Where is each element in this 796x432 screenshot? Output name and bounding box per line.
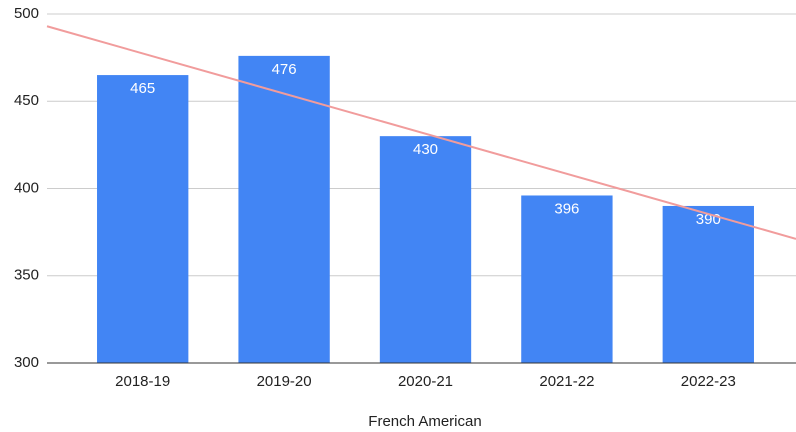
- y-tick-label: 300: [14, 354, 39, 371]
- bar: [662, 205, 754, 363]
- value-label: 476: [272, 61, 297, 78]
- x-tick-label: 2021-22: [539, 373, 594, 390]
- x-tick-label: 2022-23: [681, 373, 736, 390]
- x-axis-title: French American: [368, 413, 481, 430]
- y-tick-label: 350: [14, 267, 39, 284]
- trendline: [46, 25, 796, 240]
- bar: [521, 195, 613, 363]
- y-tick-label: 500: [14, 5, 39, 22]
- bar: [379, 136, 472, 363]
- y-tick-label: 400: [14, 179, 39, 196]
- x-tick-label: 2018-19: [115, 373, 170, 390]
- bar: [238, 55, 330, 363]
- value-label: 396: [554, 200, 579, 217]
- x-tick-label: 2019-20: [257, 373, 312, 390]
- y-tick-label: 450: [14, 92, 39, 109]
- bar: [97, 75, 189, 363]
- value-label: 430: [413, 141, 438, 158]
- value-label: 465: [130, 80, 155, 97]
- x-tick-label: 2020-21: [398, 373, 453, 390]
